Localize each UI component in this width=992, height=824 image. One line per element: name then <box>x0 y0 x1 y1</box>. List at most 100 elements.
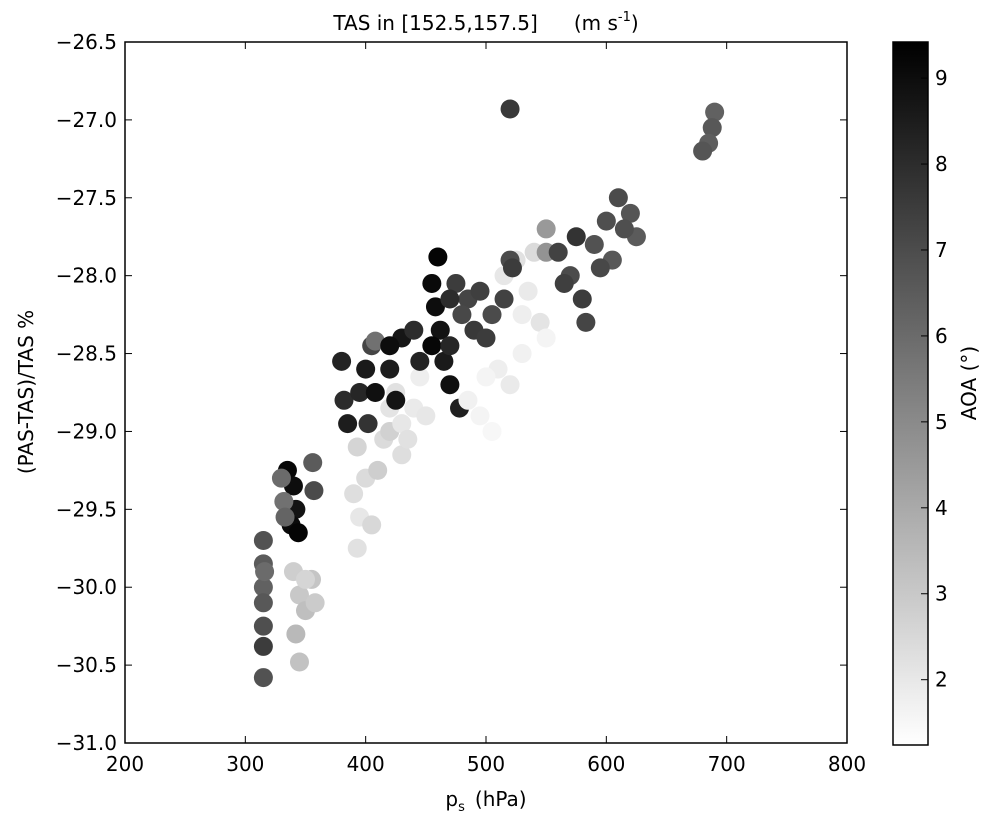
x-tick-label: 800 <box>828 752 866 776</box>
colorbar <box>892 41 929 746</box>
scatter-point <box>482 305 502 325</box>
scatter-point <box>347 437 367 457</box>
colorbar-tick-label: 4 <box>935 496 948 520</box>
scatter-point <box>347 538 367 558</box>
title-text: TAS in [152.5,157.5] <box>332 11 537 35</box>
scatter-point <box>590 258 610 278</box>
scatter-point <box>253 636 273 656</box>
scatter-point <box>446 273 466 293</box>
scatter-point <box>416 406 436 426</box>
scatter-point <box>410 351 430 371</box>
colorbar-tick-label: 5 <box>935 410 948 434</box>
scatter-point <box>693 141 713 161</box>
scatter-point <box>425 297 445 317</box>
colorbar-tick-label: 8 <box>935 152 948 176</box>
colorbar-tick-label: 9 <box>935 66 948 90</box>
scatter-point <box>253 616 273 636</box>
scatter-point <box>500 375 520 395</box>
x-tick-label: 500 <box>467 752 505 776</box>
scatter-point <box>620 203 640 223</box>
y-tick-label: −30.5 <box>56 653 117 677</box>
scatter-point <box>365 331 385 351</box>
scatter-point <box>702 118 722 138</box>
scatter-point <box>344 484 364 504</box>
scatter-point <box>452 305 472 325</box>
scatter-point <box>305 593 325 613</box>
scatter-point <box>380 336 400 356</box>
scatter-point <box>286 624 306 644</box>
scatter-point <box>428 247 448 267</box>
scatter-point <box>554 273 574 293</box>
scatter-point <box>434 351 454 371</box>
scatter-point <box>410 367 430 387</box>
scatter-point <box>572 289 592 309</box>
scatter-point <box>362 515 382 535</box>
scatter-point <box>440 375 460 395</box>
scatter-point <box>530 312 550 332</box>
scatter-point <box>289 652 309 672</box>
scatter-point <box>386 390 406 410</box>
title-units: (m s <box>574 11 618 35</box>
y-tick-label: −27.5 <box>56 186 117 210</box>
scatter-point <box>494 289 514 309</box>
scatter-point <box>253 577 273 597</box>
scatter-point <box>512 305 532 325</box>
y-tick-label: −31.0 <box>56 731 117 755</box>
scatter-point <box>608 188 628 208</box>
scatter-point <box>398 429 418 449</box>
x-tick-label: 300 <box>226 752 264 776</box>
x-axis-label: ps (hPa) <box>445 787 526 815</box>
scatter-point <box>356 359 376 379</box>
scatter-point <box>392 414 412 434</box>
scatter-point <box>566 227 586 247</box>
scatter-point <box>380 359 400 379</box>
colorbar-tick-label: 7 <box>935 238 948 262</box>
scatter-point <box>253 530 273 550</box>
scatter-point <box>274 492 294 512</box>
chart-title: TAS in [152.5,157.5] (m s-1) <box>332 10 638 35</box>
x-tick-label: 700 <box>708 752 746 776</box>
scatter-point <box>500 99 520 119</box>
y-tick-label: −29.0 <box>56 419 117 443</box>
colorbar-tick-label: 2 <box>935 668 948 692</box>
scatter-point <box>275 507 295 527</box>
scatter-point <box>458 390 478 410</box>
x-tick-label: 200 <box>106 752 144 776</box>
y-tick-label: −30.0 <box>56 575 117 599</box>
scatter-point <box>392 445 412 465</box>
scatter-point <box>518 281 538 301</box>
x-label-main: p <box>445 787 458 811</box>
scatter-point <box>253 593 273 613</box>
scatter-point <box>476 367 496 387</box>
scatter-point <box>584 235 604 255</box>
scatter-point <box>289 585 309 605</box>
scatter-point <box>288 523 308 543</box>
x-label-sub: s <box>458 800 465 815</box>
scatter-point <box>296 569 315 589</box>
scatter-point <box>440 336 460 356</box>
y-tick-label: −28.5 <box>56 342 117 366</box>
scatter-point <box>596 211 616 231</box>
scatter-point <box>271 468 291 488</box>
scatter-point <box>422 273 442 293</box>
x-tick-label: 600 <box>587 752 625 776</box>
scatter-point <box>303 453 323 473</box>
scatter-point <box>576 312 596 332</box>
scatter-point <box>470 406 490 426</box>
scatter-point <box>365 383 385 402</box>
scatter-point <box>358 414 378 434</box>
scatter-point <box>332 351 352 371</box>
scatter-point <box>476 328 496 348</box>
x-tick-label: 400 <box>347 752 385 776</box>
scatter-point <box>255 562 275 582</box>
y-tick-label: −26.5 <box>56 30 117 54</box>
colorbar-tick-label: 6 <box>935 324 948 348</box>
scatter-point <box>440 289 460 309</box>
scatter-point <box>334 390 354 410</box>
scatter-point <box>705 102 725 122</box>
scatter-point <box>536 328 556 348</box>
title-units-exp: -1 <box>618 10 631 25</box>
colorbar-tick-label: 3 <box>935 582 948 606</box>
scatter-point <box>502 258 522 278</box>
